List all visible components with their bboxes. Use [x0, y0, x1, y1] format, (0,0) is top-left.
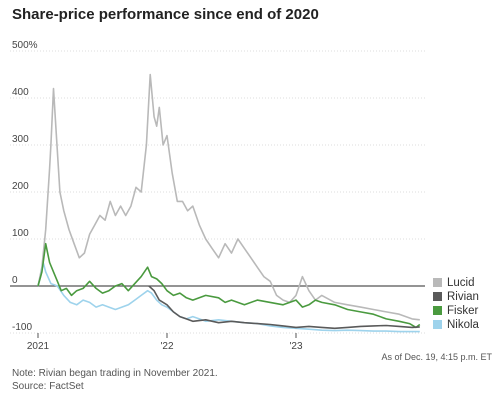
legend-swatch-nikola — [433, 320, 442, 329]
grid-layer — [10, 50, 425, 334]
legend-label-nikola: Nikola — [447, 319, 480, 331]
chart-source: Source: FactSet — [12, 381, 84, 392]
x-axis-ticks: 2021 '22 '23 — [27, 333, 303, 352]
legend-swatch-lucid — [433, 278, 442, 287]
series-line-rivian — [148, 285, 420, 330]
x-tick-label: '23 — [289, 341, 302, 352]
series-line-lucid — [37, 73, 420, 321]
y-tick-label: 400 — [12, 87, 29, 98]
legend-swatch-rivian — [433, 292, 442, 301]
y-tick-label: 500% — [12, 40, 38, 51]
y-tick-label: -100 — [12, 322, 32, 333]
legend-swatch-fisker — [433, 306, 442, 315]
legend: Lucid Rivian Fisker Nikola — [433, 277, 480, 331]
y-axis-ticks: 500% 400 300 200 100 0 -100 — [12, 40, 38, 333]
chart-title: Share-price performance since end of 202… — [12, 6, 319, 23]
y-tick-label: 100 — [12, 228, 29, 239]
y-tick-label: 300 — [12, 134, 29, 145]
x-tick-label: 2021 — [27, 341, 50, 352]
y-tick-label: 0 — [12, 275, 18, 286]
footnote: Note: Rivian began trading in November 2… — [12, 367, 218, 393]
legend-label-rivian: Rivian — [447, 291, 479, 303]
chart-note: Note: Rivian began trading in November 2… — [12, 368, 218, 379]
series-line-nikola — [37, 261, 420, 333]
series-line-fisker — [37, 242, 421, 329]
legend-label-lucid: Lucid — [447, 277, 475, 289]
y-tick-label: 200 — [12, 181, 29, 192]
x-tick-label: '22 — [160, 341, 173, 352]
as-of-timestamp: As of Dec. 19, 4:15 p.m. ET — [381, 352, 492, 362]
legend-label-fisker: Fisker — [447, 305, 478, 317]
series-layer — [37, 73, 421, 333]
